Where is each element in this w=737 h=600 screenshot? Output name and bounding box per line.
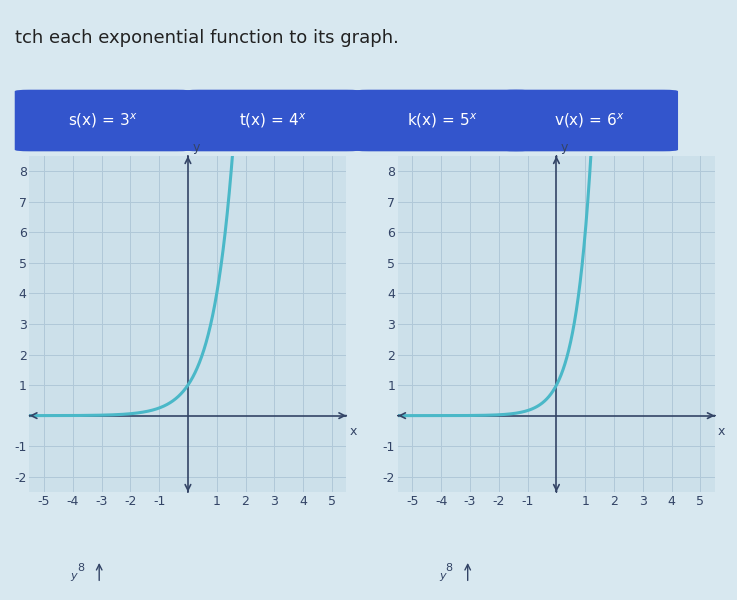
Text: k(x) = 5$^x$: k(x) = 5$^x$ <box>407 111 478 130</box>
FancyBboxPatch shape <box>184 89 361 151</box>
Text: v(x) = 6$^x$: v(x) = 6$^x$ <box>554 111 625 130</box>
Text: y: y <box>561 142 568 154</box>
Text: tch each exponential function to its graph.: tch each exponential function to its gra… <box>15 29 399 47</box>
Text: x: x <box>349 425 357 438</box>
FancyBboxPatch shape <box>501 89 678 151</box>
FancyBboxPatch shape <box>15 89 192 151</box>
Text: s(x) = 3$^x$: s(x) = 3$^x$ <box>69 111 138 130</box>
Text: x: x <box>718 425 725 438</box>
Text: t(x) = 4$^x$: t(x) = 4$^x$ <box>239 111 307 130</box>
Text: 8: 8 <box>77 563 84 572</box>
FancyBboxPatch shape <box>354 89 531 151</box>
Text: 8: 8 <box>445 563 453 572</box>
Text: y: y <box>71 571 77 581</box>
Text: y: y <box>439 571 446 581</box>
Text: y: y <box>192 142 200 154</box>
